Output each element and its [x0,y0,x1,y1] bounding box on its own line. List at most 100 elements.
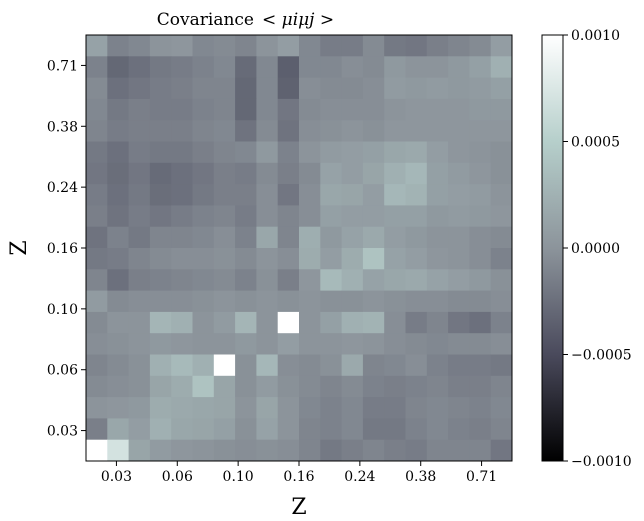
heatmap-cell [256,290,279,313]
heatmap-cell [213,333,236,355]
heatmap-cell [192,162,215,185]
heatmap-cell [256,248,279,270]
heatmap-cell [107,311,129,334]
heatmap-cell [213,418,236,441]
heatmap-cell [469,439,492,462]
heatmap-cell [448,184,470,206]
heatmap-cell [86,397,108,419]
heatmap-cell [149,98,172,121]
heatmap-cell [171,333,193,355]
heatmap-cell [171,375,193,398]
heatmap-cell [277,311,300,334]
heatmap-cell [405,120,428,142]
heatmap-cell [469,56,492,78]
heatmap-cell [320,269,342,291]
heatmap-cell [128,226,151,249]
heatmap-cell [213,397,236,419]
heatmap-cell [192,418,215,441]
heatmap-cell [426,248,449,270]
heatmap-cell [86,375,108,398]
heatmap-cell [384,77,406,100]
heatmap-cell [320,311,342,334]
heatmap-cell [448,439,470,462]
heatmap-cell [192,248,215,270]
heatmap-cell [299,311,321,334]
heatmap-cell [448,375,470,398]
heatmap-cell [320,184,342,206]
heatmap-cell [256,439,279,462]
heatmap-cell [426,35,449,57]
heatmap-cell [107,226,129,249]
heatmap-cell [277,35,300,57]
heatmap-cell [171,311,193,334]
heatmap-cell [426,77,449,100]
heatmap-cell [384,98,406,121]
heatmap-cell [107,333,129,355]
heatmap-cell [299,77,321,100]
heatmap-cell [149,311,172,334]
heatmap-cell [299,226,321,249]
heatmap-cell [299,56,321,78]
heatmap-cell [448,354,470,377]
heatmap-cell [107,248,129,270]
heatmap-cell [277,162,300,185]
heatmap-cell [341,205,364,228]
heatmap-cell [149,226,172,249]
heatmap-cell [448,35,470,57]
heatmap-cell [299,439,321,462]
heatmap-cell [362,98,385,121]
heatmap-cell [192,205,215,228]
heatmap-cell [277,205,300,228]
x-tick-label: 0.16 [283,469,314,485]
heatmap-cell [149,248,172,270]
heatmap-cell [448,269,470,291]
heatmap-cell [426,354,449,377]
heatmap-cell [192,35,215,57]
heatmap-cell [128,418,151,441]
heatmap-cell [128,162,151,185]
heatmap-cell [384,290,406,313]
heatmap-cell [320,354,342,377]
heatmap-cell [256,120,279,142]
chart-title-math: < μiμj > [262,10,334,30]
heatmap-cell [86,184,108,206]
heatmap-cell [213,248,236,270]
heatmap-cell [213,439,236,462]
heatmap-cell [426,290,449,313]
heatmap-cell [320,162,342,185]
heatmap-cell [86,141,108,164]
heatmap-cell [490,290,513,313]
heatmap-cell [320,56,342,78]
x-tick-label: 0.03 [101,469,132,485]
heatmap-cell [149,162,172,185]
heatmap-cell [362,269,385,291]
heatmap-cell [362,56,385,78]
y-tick-label: 0.38 [47,119,78,135]
heatmap-cell [277,248,300,270]
heatmap-cell [128,98,151,121]
heatmap-cell [171,354,193,377]
heatmap-cell [171,290,193,313]
heatmap-cell [256,205,279,228]
heatmap-cell [490,120,513,142]
heatmap-cell [235,354,257,377]
heatmap-cell [341,248,364,270]
colorbar [541,34,564,462]
heatmap-cell [341,333,364,355]
heatmap-cell [235,56,257,78]
heatmap-cell [405,162,428,185]
heatmap-cell [426,439,449,462]
heatmap-cell [341,269,364,291]
heatmap-cell [256,141,279,164]
heatmap-cell [426,98,449,121]
heatmap-cell [490,162,513,185]
heatmap-cell [277,439,300,462]
heatmap-cell [362,205,385,228]
heatmap-cell [426,269,449,291]
heatmap-cell [299,354,321,377]
heatmap-cell [213,56,236,78]
heatmap-cell [320,35,342,57]
heatmap-cell [299,397,321,419]
heatmap-cell [384,311,406,334]
heatmap-cell [256,311,279,334]
